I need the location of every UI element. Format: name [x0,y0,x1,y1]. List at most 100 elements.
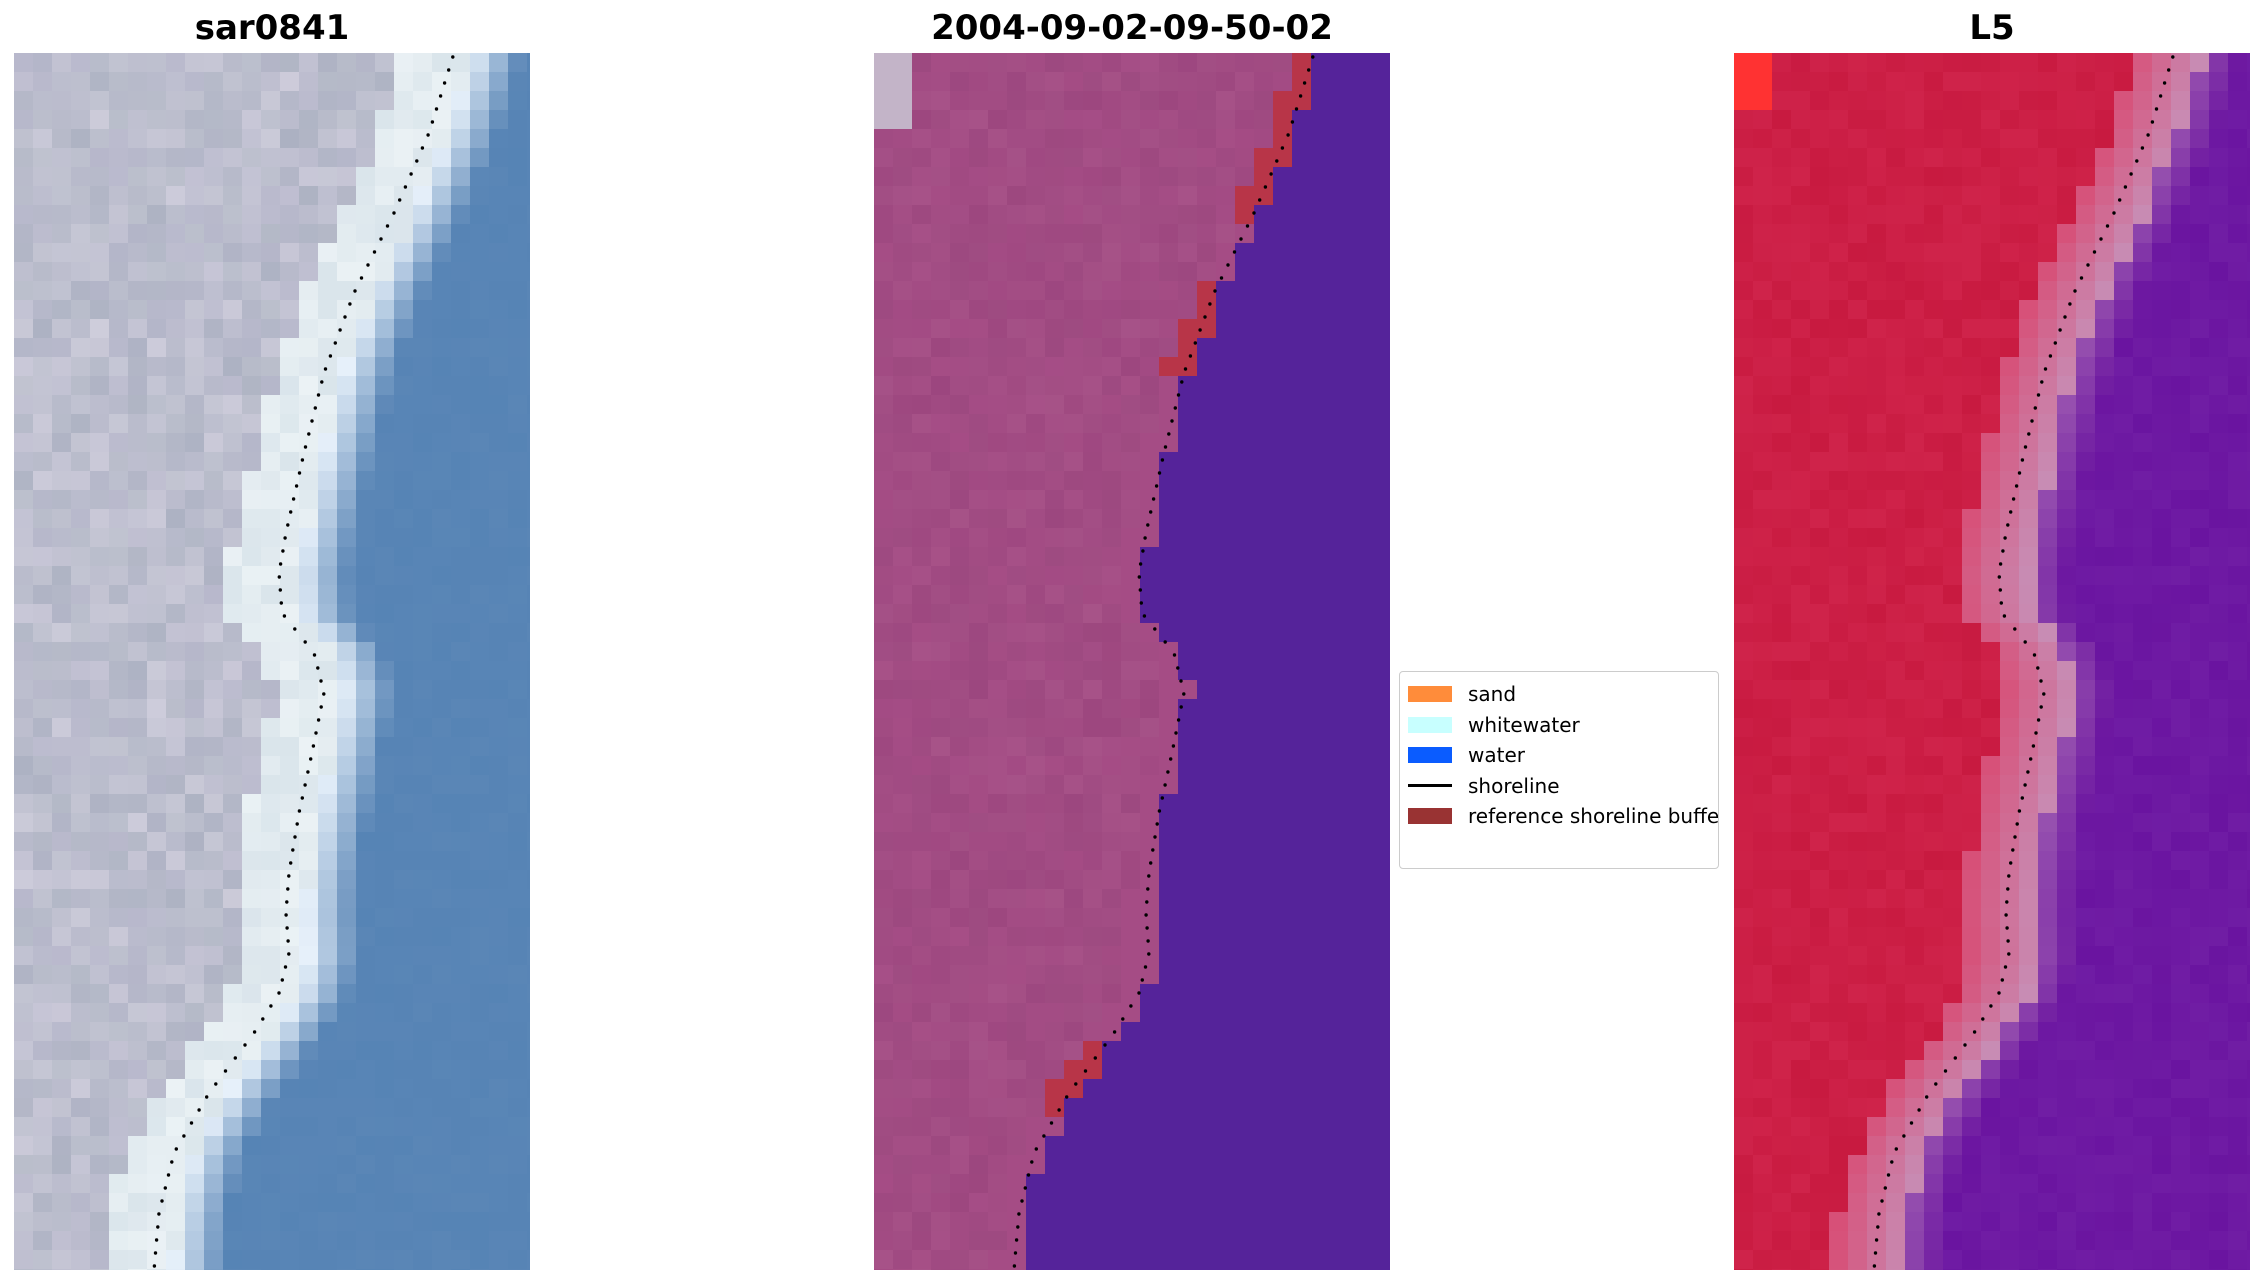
image-pixel [223,1250,243,1270]
shoreline-point [1129,1004,1133,1008]
image-pixel [90,452,110,472]
image-pixel [1254,756,1274,776]
image-pixel [1924,832,1944,852]
image-pixel [1254,699,1274,719]
image-pixel [1235,1193,1255,1213]
image-pixel [2209,91,2229,111]
image-pixel [1254,1098,1274,1118]
image-pixel [912,1022,932,1042]
image-pixel [413,91,433,111]
image-pixel [90,186,110,206]
image-pixel [1159,471,1179,491]
image-pixel [185,471,205,491]
image-pixel [1753,737,1773,757]
image-pixel [1829,547,1849,567]
image-pixel [1791,376,1811,396]
image-pixel [90,623,110,643]
image-pixel [874,300,894,320]
image-pixel [299,1098,319,1118]
image-pixel [1140,167,1160,187]
image-pixel [1791,129,1811,149]
image-pixel [1753,433,1773,453]
shoreline-point [1142,614,1147,618]
image-pixel [988,300,1008,320]
image-pixel [893,623,913,643]
image-pixel [2209,224,2229,244]
image-pixel [2171,585,2191,605]
image-pixel [451,1212,471,1232]
image-pixel [1924,509,1944,529]
image-pixel [508,395,528,415]
image-pixel [893,1269,913,1270]
image-pixel [33,1269,53,1270]
image-pixel [128,1269,148,1270]
image-pixel [2114,566,2134,586]
image-pixel [1886,395,1906,415]
image-pixel [280,604,300,624]
image-pixel [71,680,91,700]
image-pixel [1330,300,1350,320]
image-pixel [413,1117,433,1137]
image-pixel [1045,927,1065,947]
image-pixel [1178,1003,1198,1023]
image-pixel [432,699,452,719]
image-pixel [1159,1041,1179,1061]
shoreline-point [174,1147,178,1151]
image-pixel [988,91,1008,111]
image-pixel [1140,471,1160,491]
image-pixel [988,1155,1008,1175]
shoreline-point [1198,328,1202,332]
image-pixel [2228,756,2248,776]
image-pixel [2076,794,2096,814]
image-pixel [1349,471,1369,491]
image-pixel [337,357,357,377]
image-pixel [969,319,989,339]
image-pixel [912,319,932,339]
image-pixel [451,509,471,529]
image-pixel [1924,376,1944,396]
image-pixel [1867,490,1887,510]
image-pixel [1905,433,1925,453]
image-pixel [2057,148,2077,168]
image-pixel [33,889,53,909]
image-pixel [2095,604,2115,624]
image-pixel [337,281,357,301]
image-pixel [1197,1231,1217,1251]
image-pixel [1292,224,1312,244]
image-pixel [489,1193,509,1213]
image-pixel [71,72,91,92]
image-pixel [242,262,262,282]
image-pixel [2247,53,2250,73]
image-pixel [109,585,129,605]
image-pixel [1197,1212,1217,1232]
image-pixel [988,509,1008,529]
image-pixel [2057,110,2077,130]
image-pixel [223,91,243,111]
image-pixel [185,167,205,187]
image-pixel [185,661,205,681]
image-pixel [109,1250,129,1270]
image-pixel [1981,395,2001,415]
image-pixel [394,623,414,643]
image-pixel [1311,718,1331,738]
image-pixel [2038,205,2058,225]
image-pixel [470,509,490,529]
image-pixel [147,509,167,529]
image-pixel [1140,433,1160,453]
image-pixel [950,1003,970,1023]
image-pixel [128,1060,148,1080]
image-pixel [1292,1003,1312,1023]
image-pixel [1007,661,1027,681]
image-pixel [2209,756,2229,776]
image-pixel [1235,756,1255,776]
image-pixel [2190,661,2210,681]
image-pixel [1829,775,1849,795]
image-pixel [147,262,167,282]
image-pixel [413,585,433,605]
image-pixel [451,1041,471,1061]
image-pixel [2076,509,2096,529]
image-pixel [2171,604,2191,624]
image-pixel [1330,737,1350,757]
image-pixel [2019,300,2039,320]
image-pixel [1121,1041,1141,1061]
